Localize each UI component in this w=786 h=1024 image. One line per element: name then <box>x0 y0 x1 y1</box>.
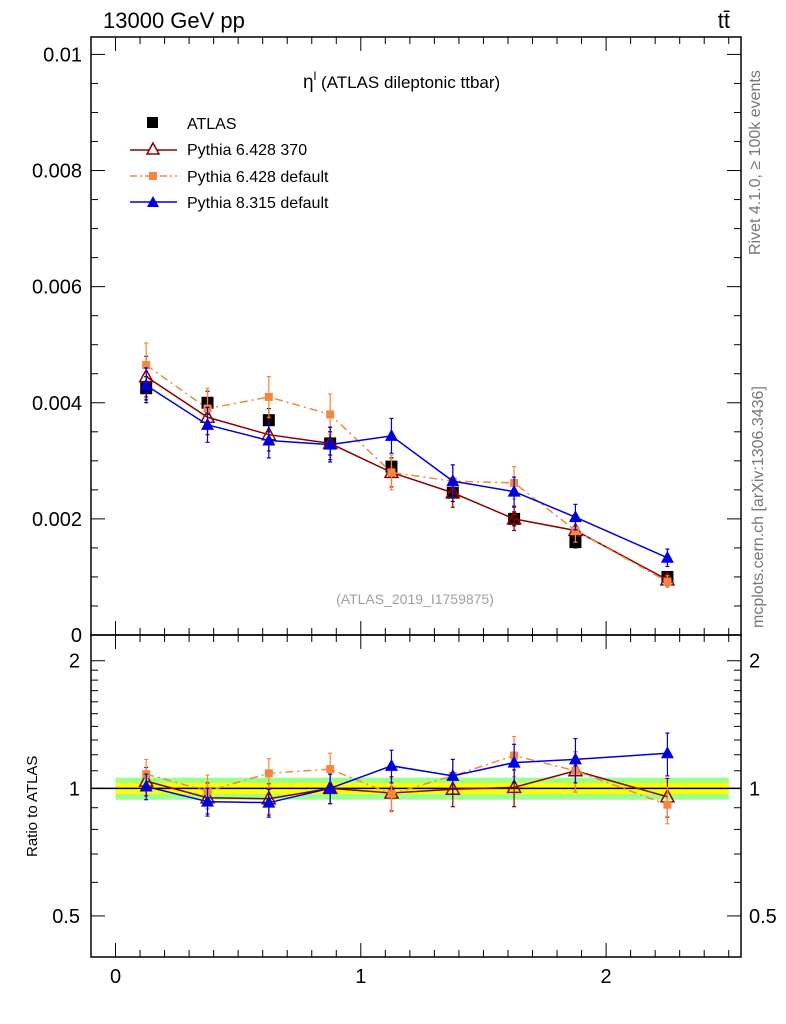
ratio-data-point <box>507 755 521 768</box>
main-data-point <box>262 433 276 446</box>
ratio-y-tick-labels: 0.5 0.5 1 1 2 2 <box>52 651 777 928</box>
main-plot-panel: 0 0.002 0.004 0.006 0.008 0.01 ηl (ATLAS dile… <box>32 36 742 647</box>
main-series-line <box>145 376 668 581</box>
ratio-series-layer <box>138 732 676 825</box>
ratio-data-point <box>264 769 273 778</box>
main-data-point <box>142 361 151 370</box>
ratio-data-point <box>506 778 522 794</box>
ratio-data-point <box>384 758 398 771</box>
plot-title-text: (ATLAS dileptonic ttbar) <box>316 73 500 92</box>
main-series-3 <box>139 367 674 568</box>
collision-title: 13000 GeV pp <box>103 8 245 33</box>
main-series-1 <box>138 355 676 587</box>
main-data-point <box>507 484 521 497</box>
legend-label-pythia6-370: Pythia 6.428 370 <box>187 142 307 159</box>
legend-label-pythia8-default: Pythia 8.315 default <box>187 195 329 212</box>
ratio-y-axis-label: Ratio to ATLAS <box>24 756 41 857</box>
main-series-line <box>145 364 668 583</box>
main-data-point <box>568 510 582 523</box>
ratio-y-tick-label-left: 1 <box>69 778 80 800</box>
main-data-point <box>384 428 398 441</box>
plot-title-symbol: η <box>303 72 314 93</box>
ratio-y-tick-label-left: 2 <box>69 651 80 673</box>
main-data-point <box>201 417 215 430</box>
ratio-data-point <box>326 765 335 774</box>
main-data-point <box>264 392 273 401</box>
y-tick-label: 0.006 <box>32 277 82 299</box>
rivet-version-label: Rivet 4.1.0, ≥ 100k events <box>747 70 764 255</box>
main-series-2 <box>142 342 672 588</box>
plot-title-superscript: l <box>314 69 317 83</box>
main-data-point <box>139 378 153 391</box>
ratio-y-tick-label-right: 1 <box>749 778 760 800</box>
main-data-point <box>326 410 335 419</box>
ratio-data-point <box>446 768 460 781</box>
ratio-data-point <box>323 781 337 794</box>
main-data-point <box>663 577 672 586</box>
legend-marker-pythia8-default <box>147 196 159 207</box>
ratio-plot-panel: 0.5 0.5 1 1 2 2 0 1 2 Ratio to ATLAS <box>24 634 777 988</box>
x-tick-labels: 0 1 2 <box>110 966 612 988</box>
ratio-data-point <box>660 746 674 759</box>
main-data-point <box>387 468 396 477</box>
ratio-data-point <box>262 795 276 808</box>
main-data-point <box>660 550 674 563</box>
plot-title: ηl (ATLAS dileptonic ttbar) <box>303 69 500 93</box>
ratio-data-point <box>568 752 582 765</box>
x-tick-label: 2 <box>601 966 612 988</box>
ratio-data-point <box>387 789 396 798</box>
ratio-series-2 <box>139 732 674 818</box>
y-tick-label: 0.008 <box>32 161 82 183</box>
main-series-layer <box>138 342 676 588</box>
x-tick-label: 0 <box>110 966 121 988</box>
legend-label-pythia6-default: Pythia 6.428 default <box>187 169 329 186</box>
y-tick-label: 0.01 <box>43 44 82 66</box>
y-tick-label: 0 <box>71 625 82 647</box>
y-tick-label: 0.002 <box>32 509 82 531</box>
process-title: tt̄ <box>718 8 730 33</box>
main-series-line <box>145 384 668 559</box>
legend-label-atlas: ATLAS <box>187 116 237 133</box>
legend-marker-atlas <box>147 117 158 128</box>
x-tick-label: 1 <box>355 966 366 988</box>
legend-marker-pythia6-default <box>149 172 157 180</box>
ratio-plot-frame <box>90 634 742 958</box>
ratio-axis-ticks <box>91 635 741 957</box>
main-y-tick-labels: 0 0.002 0.004 0.006 0.008 0.01 <box>32 44 82 647</box>
ratio-data-point <box>663 800 672 809</box>
y-tick-label: 0.004 <box>32 393 82 415</box>
main-series-0 <box>140 376 674 583</box>
ratio-y-tick-label-right: 2 <box>749 651 760 673</box>
main-data-point <box>446 474 460 487</box>
mcplots-label: mcplots.cern.ch [arXiv:1306.3436] <box>750 386 767 628</box>
main-data-point <box>506 510 522 525</box>
main-axis-ticks <box>91 37 741 636</box>
analysis-watermark: (ATLAS_2019_I1759875) <box>336 591 494 607</box>
ratio-y-tick-label-left: 0.5 <box>52 906 80 928</box>
ratio-data-point <box>201 794 215 807</box>
ratio-y-tick-label-right: 0.5 <box>749 906 777 928</box>
main-data-point <box>323 437 337 450</box>
legend-marker-pythia6-370 <box>145 141 161 155</box>
legend: ATLAS Pythia 6.428 370 Pythia 6.428 defa… <box>130 116 329 212</box>
ratio-data-point <box>139 779 153 792</box>
